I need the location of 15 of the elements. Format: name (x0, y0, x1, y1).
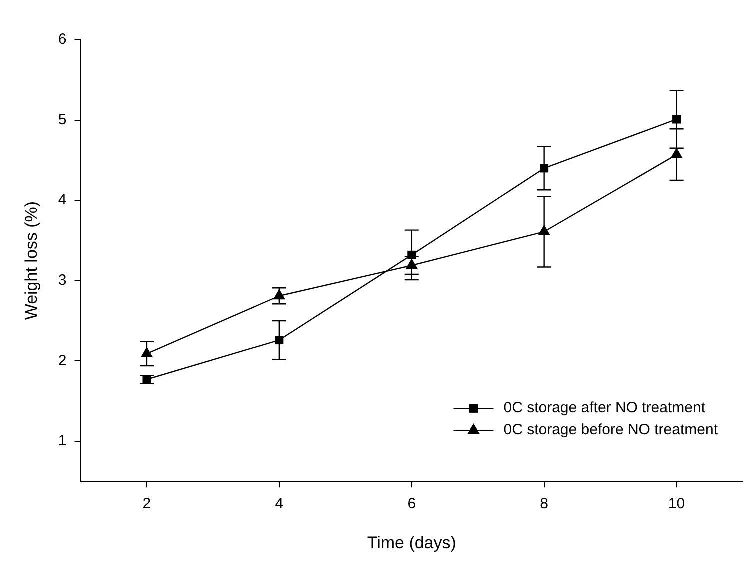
y-tick-label: 5 (58, 111, 67, 128)
x-tick-label: 4 (275, 496, 284, 513)
legend-label: 0C storage after NO treatment (504, 400, 706, 417)
x-tick-label: 8 (540, 496, 548, 513)
x-tick-label: 2 (142, 496, 152, 513)
y-tick-label: 1 (58, 432, 67, 450)
y-tick-label: 6 (58, 31, 67, 48)
y-tick-label: 4 (58, 192, 67, 209)
x-tick-label: 6 (408, 496, 416, 513)
y-tick-label: 2 (58, 352, 67, 370)
legend-label: 0C storage before NO treatment (504, 422, 719, 439)
y-tick-label: 3 (58, 272, 67, 290)
x-axis-title: Time (days) (367, 533, 456, 552)
y-axis-title: Weight loss (%) (22, 201, 41, 320)
x-tick-label: 10 (668, 496, 686, 513)
